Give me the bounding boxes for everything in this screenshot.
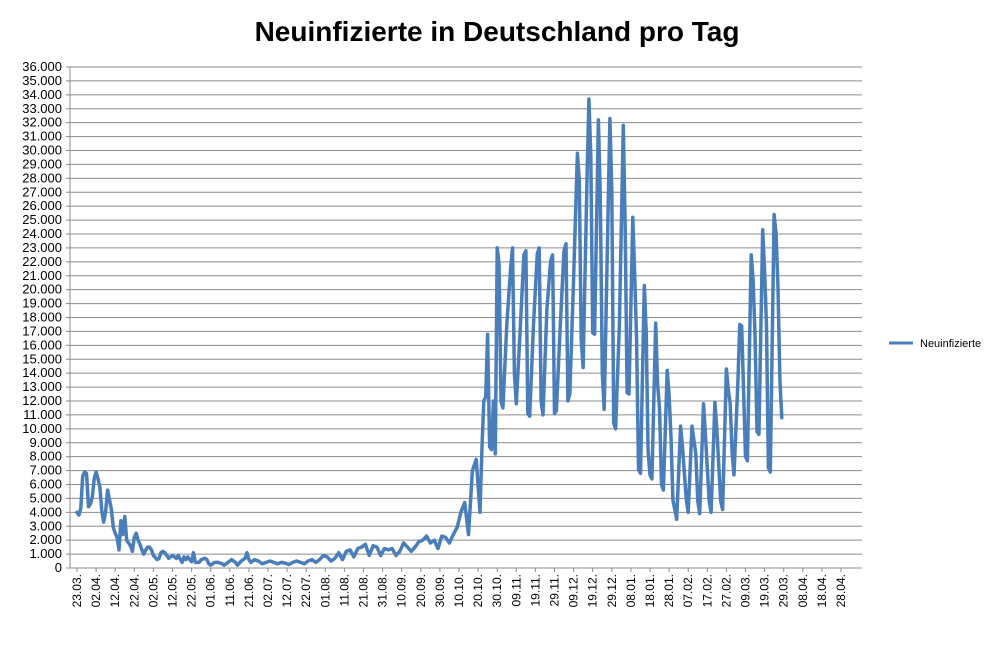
y-tick-label: 18.000 [22,310,62,325]
y-tick-label: 15.000 [22,351,62,366]
x-tick-label: 21.06. [242,574,256,607]
x-tick-label: 12.05. [166,574,180,607]
y-tick-label: 9.000 [29,435,62,450]
x-tick-label: 09.03. [739,574,753,607]
y-tick-label: 20.000 [22,282,62,297]
y-axis-tick-labels: 01.0002.0003.0004.0005.0006.0007.0008.00… [22,59,62,575]
x-tick-label: 22.07. [299,574,313,607]
x-tick-label: 09.12. [567,574,581,607]
y-tick-label: 25.000 [22,212,62,227]
x-tick-label: 31.08. [376,574,390,607]
x-tick-label: 11.08. [337,574,351,606]
y-tick-label: 34.000 [22,87,62,102]
y-tick-label: 36.000 [22,59,62,74]
y-tick-label: 16.000 [22,337,62,352]
x-tick-label: 20.09. [414,574,428,607]
y-tick-label: 10.000 [22,421,62,436]
y-tick-label: 11.000 [23,407,62,422]
y-tick-label: 14.000 [22,365,62,380]
x-tick-label: 29.11. [548,574,562,606]
y-tick-label: 26.000 [22,198,62,213]
x-tick-label: 07.02. [681,574,695,607]
y-tick-label: 27.000 [22,184,62,199]
y-tick-label: 33.000 [22,101,62,116]
x-tick-label: 09.11. [509,574,523,606]
y-tick-label: 13.000 [22,379,62,394]
y-tick-label: 24.000 [22,226,62,241]
y-tick-label: 28.000 [22,170,62,185]
y-tick-label: 7.000 [29,463,62,478]
x-tick-label: 02.07. [261,574,275,607]
x-tick-label: 02.04. [89,574,103,607]
y-tick-label: 5.000 [29,490,62,505]
x-tick-label: 21.08. [357,574,371,607]
y-tick-label: 2.000 [29,532,62,547]
series-line-neuinfizierte [75,97,784,567]
x-tick-label: 20.10. [471,574,485,607]
y-tick-label: 29.000 [22,156,62,171]
x-tick-label: 28.04. [834,574,848,607]
x-tick-label: 22.05. [185,574,199,607]
legend: Neuinfizierte [889,338,981,350]
y-tick-label: 32.000 [22,115,62,130]
y-tick-label: 21.000 [22,268,62,283]
y-tick-label: 8.000 [29,449,62,464]
series-lines [75,97,784,567]
x-tick-label: 10.10. [452,574,466,607]
x-tick-label: 18.01. [643,574,657,607]
y-tick-label: 17.000 [22,323,62,338]
axes [66,66,862,572]
x-tick-label: 01.06. [204,574,218,607]
chart-title: Neuinfizierte in Deutschland pro Tag [255,16,740,47]
y-tick-label: 6.000 [29,477,62,492]
y-tick-label: 0 [55,560,62,575]
y-tick-label: 35.000 [22,73,62,88]
x-tick-label: 19.11. [528,574,542,606]
y-tick-label: 12.000 [22,393,62,408]
y-tick-label: 4.000 [29,504,62,519]
x-tick-label: 08.04. [796,574,810,607]
y-tick-label: 23.000 [22,240,62,255]
x-tick-label: 23.03. [70,574,84,607]
y-tick-label: 30.000 [22,143,62,158]
x-tick-label: 19.12. [586,574,600,607]
x-tick-label: 02.05. [146,574,160,607]
x-tick-label: 12.04. [108,574,122,607]
y-tick-label: 1.000 [29,546,62,561]
x-tick-label: 01.08. [318,574,332,607]
x-tick-label: 17.02. [700,574,714,607]
x-tick-label: 08.01. [624,574,638,607]
x-tick-label: 22.04. [127,574,141,607]
x-tick-label: 19.03. [758,574,772,607]
x-tick-label: 27.02. [719,574,733,607]
x-tick-label: 28.01. [662,574,676,607]
x-tick-label: 11.06. [223,574,237,606]
legend-label: Neuinfizierte [920,338,981,350]
x-tick-label: 30.10. [490,574,504,607]
y-tick-label: 31.000 [22,129,62,144]
x-tick-label: 10.09. [395,574,409,607]
x-tick-label: 29.03. [777,574,791,607]
x-tick-label: 18.04. [815,574,829,607]
x-tick-label: 29.12. [605,574,619,607]
x-tick-label: 30.09. [433,574,447,607]
x-axis-tick-labels: 23.03. 02.04. 12.04. 22.04. 02.05. 12.05. 22.0… [70,574,848,607]
y-tick-label: 19.000 [22,296,62,311]
y-tick-label: 22.000 [22,254,62,269]
y-tick-label: 3.000 [29,518,62,533]
gridlines [70,66,862,555]
x-tick-label: 12.07. [280,574,294,607]
